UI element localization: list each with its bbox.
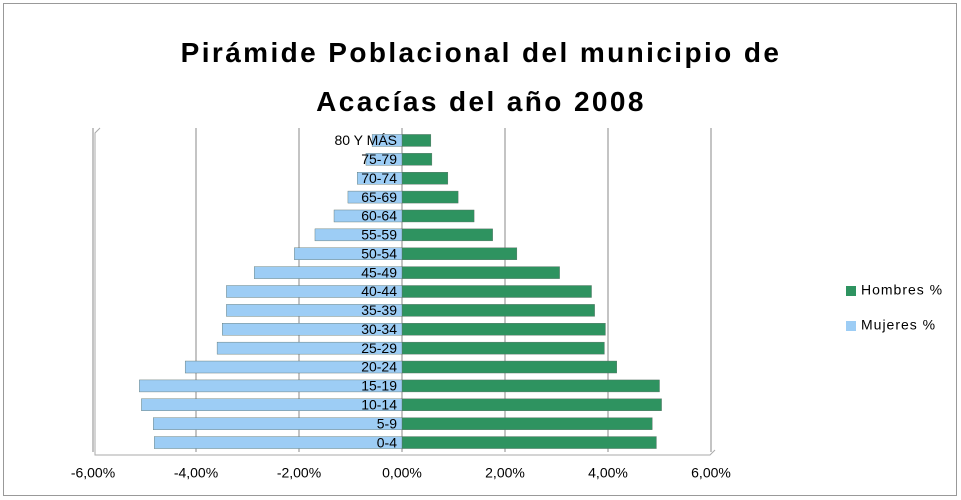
x-tick-label: -6,00%	[71, 465, 115, 481]
bar	[401, 172, 449, 185]
bar	[401, 398, 662, 411]
y-tick-label: 5-9	[377, 415, 397, 431]
y-tick-label: 35-39	[361, 302, 397, 318]
y-tick-label: 60-64	[361, 208, 397, 224]
x-tick-label: 4,00%	[588, 465, 628, 481]
bar	[401, 341, 605, 355]
bar	[401, 190, 459, 204]
x-tick-label: 2,00%	[485, 465, 525, 481]
y-tick-label: 50-54	[361, 245, 397, 261]
chart-title: Pirámide Poblacional del municipio de Ac…	[180, 37, 782, 117]
x-tick-label: 0,00%	[382, 465, 422, 481]
bar	[141, 398, 403, 411]
legend-swatch	[846, 321, 856, 331]
bar	[294, 247, 403, 260]
y-tick-label: 65-69	[361, 189, 397, 205]
y-tick-label: 20-24	[361, 359, 397, 375]
y-tick-label: 25-29	[361, 340, 397, 356]
bar	[401, 209, 475, 223]
bar	[401, 417, 653, 430]
legend-label: Hombres %	[861, 282, 943, 298]
bar	[314, 228, 403, 242]
bar	[401, 228, 493, 242]
bar	[356, 172, 403, 185]
y-tick-label: 0-4	[377, 434, 397, 450]
legend-swatch	[846, 286, 856, 296]
plot-floor	[94, 127, 716, 456]
bar	[347, 190, 403, 204]
bar	[401, 266, 560, 279]
bar	[216, 341, 403, 355]
bar	[153, 417, 403, 430]
bar	[401, 360, 617, 374]
bar	[401, 323, 606, 336]
bar	[401, 153, 433, 166]
bar	[401, 285, 592, 298]
bar	[333, 209, 403, 223]
bar	[401, 247, 518, 260]
bar	[253, 266, 403, 279]
x-tick-label: 6,00%	[691, 465, 731, 481]
bar	[365, 153, 403, 166]
bar	[226, 304, 403, 317]
y-tick-label: 30-34	[361, 321, 397, 337]
y-tick-label: 15-19	[361, 378, 397, 394]
bar	[139, 379, 403, 393]
x-tick-label: -4,00%	[174, 465, 218, 481]
bar	[401, 304, 595, 317]
legend-label: Mujeres %	[861, 317, 936, 333]
bar	[226, 285, 403, 298]
bar	[222, 323, 403, 336]
y-tick-label: 40-44	[361, 283, 397, 299]
y-tick-label: 55-59	[361, 227, 397, 243]
bar	[154, 436, 403, 449]
bar	[401, 134, 432, 147]
y-tick-label: 75-79	[361, 151, 397, 167]
bar	[401, 436, 657, 449]
y-tick-label: 45-49	[361, 264, 397, 280]
bar	[184, 360, 403, 374]
y-tick-label: 70-74	[361, 170, 397, 186]
y-tick-label: 10-14	[361, 396, 397, 412]
bar	[371, 134, 403, 147]
y-tick-label: 80 Y MÁS	[334, 132, 397, 148]
bar	[401, 379, 660, 393]
x-tick-label: -2,00%	[277, 465, 321, 481]
